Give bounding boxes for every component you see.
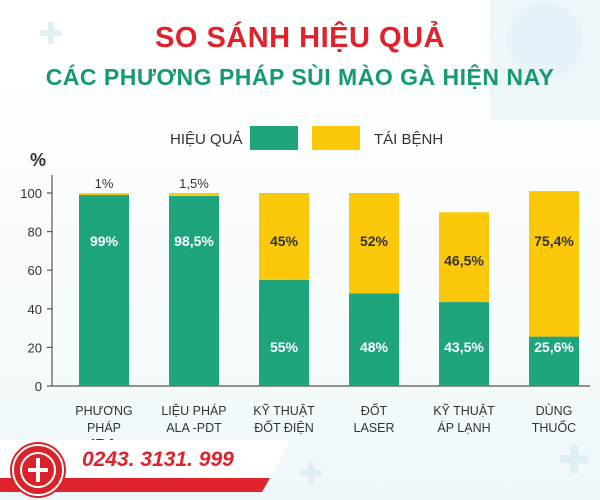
chart-subtitle: CÁC PHƯƠNG PHÁP SÙI MÀO GÀ HIỆN NAY bbox=[45, 64, 555, 90]
bar-hieu-qua bbox=[169, 195, 219, 386]
bar-tai-benh bbox=[79, 193, 129, 195]
hotline-phone-number: 0243. 3131. 999 bbox=[82, 448, 234, 471]
y-tick-label: 40 bbox=[28, 302, 42, 317]
legend-swatch-tai-benh bbox=[312, 126, 360, 150]
x-category-label: LIỆU PHÁP bbox=[161, 403, 226, 418]
stacked-bar-chart: % 0 20 40 60 80 100 99% 1% PHƯƠNG PHÁPIRA 98,5% 1,5%… bbox=[20, 150, 590, 440]
chart-title: SO SÁNH HIỆU QUẢ bbox=[155, 22, 445, 54]
x-category-label: ĐỐT ĐIỆN bbox=[254, 420, 314, 435]
bar-hieu-qua bbox=[439, 302, 489, 386]
legend-label-hieu-qua: HIỆU QUẢ bbox=[170, 131, 243, 148]
x-category-label: ALA -PDT bbox=[166, 421, 222, 435]
data-label-hieu-qua: 43,5% bbox=[444, 339, 484, 355]
x-category-label: KỸ THUẬT bbox=[253, 403, 315, 418]
bar-hieu-qua bbox=[349, 293, 399, 386]
y-tick-label: 20 bbox=[28, 340, 42, 355]
bar-tai-benh bbox=[439, 212, 489, 303]
y-tick-label: 80 bbox=[28, 225, 42, 240]
x-category-label: PHÁP bbox=[87, 420, 121, 435]
bar-tai-benh bbox=[349, 193, 399, 294]
y-tick-label: 60 bbox=[28, 263, 42, 278]
y-tick-label: 0 bbox=[35, 379, 42, 394]
clinic-logo-icon bbox=[12, 444, 64, 496]
data-label-hieu-qua: 55% bbox=[270, 339, 299, 355]
data-label-tai-benh: 45% bbox=[270, 233, 299, 249]
data-label-hieu-qua: 25,6% bbox=[534, 339, 574, 355]
bar-hieu-qua bbox=[259, 279, 309, 386]
y-axis-label: % bbox=[30, 150, 46, 170]
legend-label-tai-benh: TÁI BỆNH bbox=[374, 131, 444, 148]
data-label-hieu-qua: 99% bbox=[90, 233, 119, 249]
data-label-tai-benh: 1% bbox=[95, 176, 114, 191]
data-label-tai-benh: 1,5% bbox=[179, 176, 209, 191]
x-category-label: PHƯƠNG bbox=[75, 404, 133, 418]
y-tick-label: 100 bbox=[20, 186, 42, 201]
x-category-label: ĐỐT bbox=[361, 403, 388, 418]
data-label-hieu-qua: 48% bbox=[360, 339, 389, 355]
legend-swatch-hieu-qua bbox=[250, 126, 298, 150]
x-category-label: LASER bbox=[354, 421, 395, 435]
x-category-label: IRA bbox=[91, 436, 117, 440]
x-category-label: KỸ THUẬT bbox=[433, 403, 495, 418]
footer-bar bbox=[0, 440, 290, 492]
bar-tai-benh bbox=[529, 191, 579, 337]
data-label-tai-benh: 75,4% bbox=[534, 233, 574, 249]
x-category-label: DÙNG bbox=[536, 403, 573, 418]
bar-hieu-qua bbox=[79, 194, 129, 386]
bar-tai-benh bbox=[169, 193, 219, 196]
data-label-tai-benh: 52% bbox=[360, 233, 389, 249]
x-category-label: THUỐC bbox=[532, 420, 576, 435]
x-category-label: ÁP LẠNH bbox=[437, 420, 490, 435]
data-label-hieu-qua: 98,5% bbox=[174, 233, 214, 249]
bar-tai-benh bbox=[259, 193, 309, 280]
bar-hieu-qua bbox=[529, 336, 579, 386]
data-label-tai-benh: 46,5% bbox=[444, 252, 484, 268]
